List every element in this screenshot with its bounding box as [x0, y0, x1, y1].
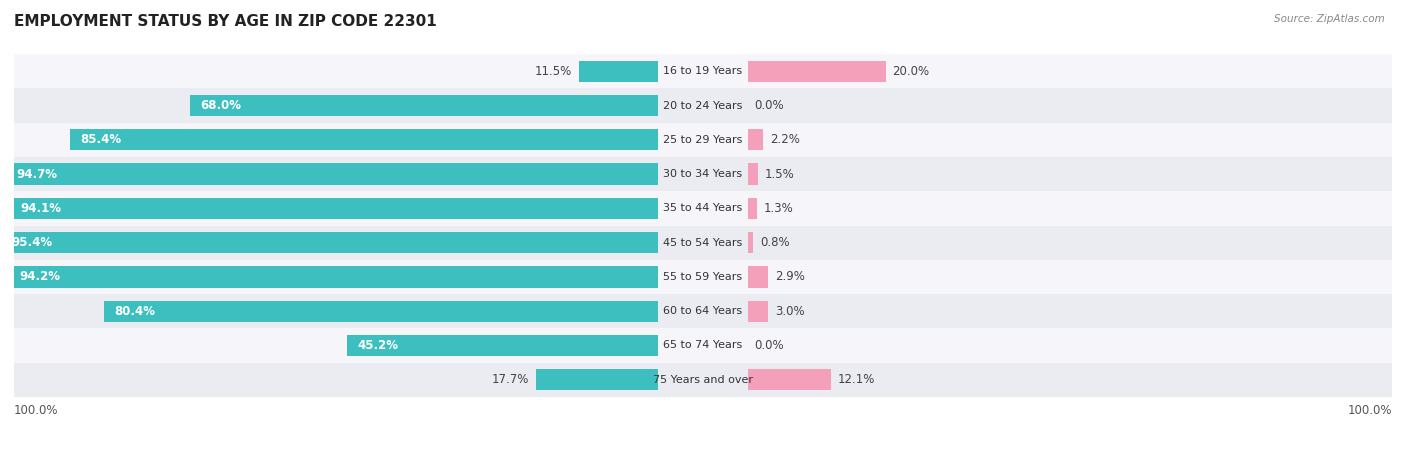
Bar — [748, 369, 831, 391]
Text: 2.9%: 2.9% — [775, 271, 804, 283]
Text: 95.4%: 95.4% — [11, 236, 52, 249]
Text: 100.0%: 100.0% — [14, 405, 59, 418]
Bar — [748, 129, 763, 151]
Bar — [104, 300, 658, 322]
Bar — [14, 54, 1392, 88]
Text: 30 to 34 Years: 30 to 34 Years — [664, 169, 742, 179]
Text: 85.4%: 85.4% — [80, 133, 121, 146]
Bar — [6, 163, 658, 185]
Bar — [14, 363, 1392, 397]
Bar — [14, 88, 1392, 123]
Text: 0.0%: 0.0% — [755, 99, 785, 112]
Text: 45 to 54 Years: 45 to 54 Years — [664, 238, 742, 248]
Bar — [14, 191, 1392, 226]
Text: Source: ZipAtlas.com: Source: ZipAtlas.com — [1274, 14, 1385, 23]
Bar — [10, 266, 658, 288]
Bar — [14, 328, 1392, 363]
Text: 0.8%: 0.8% — [761, 236, 790, 249]
Text: 0.0%: 0.0% — [755, 339, 785, 352]
Text: 3.0%: 3.0% — [775, 305, 806, 318]
Text: 20.0%: 20.0% — [893, 65, 929, 78]
Bar — [347, 335, 658, 356]
Bar — [579, 60, 658, 82]
Bar — [190, 95, 658, 116]
Bar — [748, 232, 754, 253]
Bar — [10, 198, 658, 219]
Text: 11.5%: 11.5% — [534, 65, 572, 78]
Text: 94.7%: 94.7% — [15, 168, 58, 180]
Text: 68.0%: 68.0% — [200, 99, 240, 112]
Bar — [70, 129, 658, 151]
Text: 65 to 74 Years: 65 to 74 Years — [664, 341, 742, 350]
Bar — [748, 163, 758, 185]
Bar — [748, 266, 768, 288]
Text: EMPLOYMENT STATUS BY AGE IN ZIP CODE 22301: EMPLOYMENT STATUS BY AGE IN ZIP CODE 223… — [14, 14, 437, 28]
Text: 16 to 19 Years: 16 to 19 Years — [664, 66, 742, 76]
Text: 55 to 59 Years: 55 to 59 Years — [664, 272, 742, 282]
Text: 25 to 29 Years: 25 to 29 Years — [664, 135, 742, 145]
Text: 94.2%: 94.2% — [20, 271, 60, 283]
Text: 1.3%: 1.3% — [763, 202, 793, 215]
Text: 17.7%: 17.7% — [492, 373, 530, 386]
Text: 20 to 24 Years: 20 to 24 Years — [664, 101, 742, 110]
Text: 1.5%: 1.5% — [765, 168, 794, 180]
Text: 35 to 44 Years: 35 to 44 Years — [664, 203, 742, 213]
Bar — [536, 369, 658, 391]
Text: 100.0%: 100.0% — [1347, 405, 1392, 418]
Bar — [748, 198, 756, 219]
Bar — [748, 300, 769, 322]
Text: 80.4%: 80.4% — [115, 305, 156, 318]
Text: 2.2%: 2.2% — [770, 133, 800, 146]
Bar — [14, 157, 1392, 191]
Text: 12.1%: 12.1% — [838, 373, 876, 386]
Bar — [14, 260, 1392, 294]
Text: 60 to 64 Years: 60 to 64 Years — [664, 306, 742, 316]
Bar — [748, 60, 886, 82]
Bar — [14, 123, 1392, 157]
Text: 94.1%: 94.1% — [20, 202, 62, 215]
Text: 45.2%: 45.2% — [357, 339, 398, 352]
Text: 75 Years and over: 75 Years and over — [652, 375, 754, 385]
Bar — [14, 226, 1392, 260]
Bar — [14, 294, 1392, 328]
Bar — [1, 232, 658, 253]
